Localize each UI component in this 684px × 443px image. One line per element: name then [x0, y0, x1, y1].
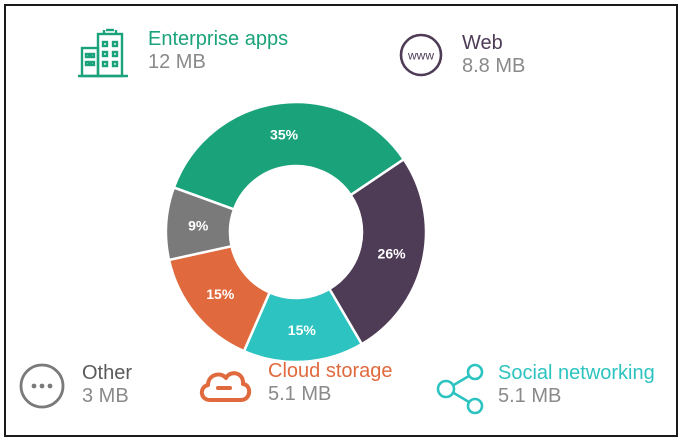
- cloud-icon: [196, 360, 256, 410]
- slice-other: [164, 185, 236, 262]
- legend-name: Other: [82, 362, 133, 384]
- legend-size: 5.1 MB: [268, 383, 332, 405]
- slice-label-enterprise-apps: 35%: [270, 127, 299, 143]
- chart-frame: 35% 26% 15% 15% 9% Enterprise apps 12 MB: [4, 4, 678, 437]
- slice-web: [327, 157, 428, 346]
- slice-enterprise-apps: [172, 100, 406, 212]
- legend-name: Web: [462, 32, 503, 54]
- legend-other: Other 3 MB: [18, 362, 132, 412]
- legend-name: Social networking: [498, 362, 655, 384]
- slice-label-social-networking: 15%: [288, 322, 317, 338]
- legend-name: Enterprise apps: [148, 28, 289, 50]
- legend-social-networking: Social networking 5.1 MB: [434, 362, 655, 416]
- slice-label-other: 9%: [188, 218, 209, 234]
- www-icon: www: [398, 32, 448, 78]
- legend-size: 3 MB: [82, 385, 129, 407]
- legend-size: 5.1 MB: [498, 385, 562, 407]
- ellipsis-icon: [18, 362, 68, 412]
- slice-label-cloud-storage: 15%: [206, 286, 235, 302]
- legend-size: 8.8 MB: [462, 55, 526, 77]
- donut-chart: 35% 26% 15% 15% 9%: [164, 100, 428, 364]
- legend-enterprise-apps: Enterprise apps 12 MB: [78, 28, 288, 80]
- legend-cloud-storage: Cloud storage 5.1 MB: [196, 360, 393, 410]
- building-icon: [78, 28, 138, 80]
- share-icon: [434, 362, 492, 416]
- legend-web: www Web 8.8 MB: [398, 32, 525, 78]
- legend-size: 12 MB: [148, 51, 206, 73]
- slice-label-web: 26%: [378, 246, 407, 262]
- legend-name: Cloud storage: [268, 360, 393, 382]
- svg-text:www: www: [407, 49, 434, 63]
